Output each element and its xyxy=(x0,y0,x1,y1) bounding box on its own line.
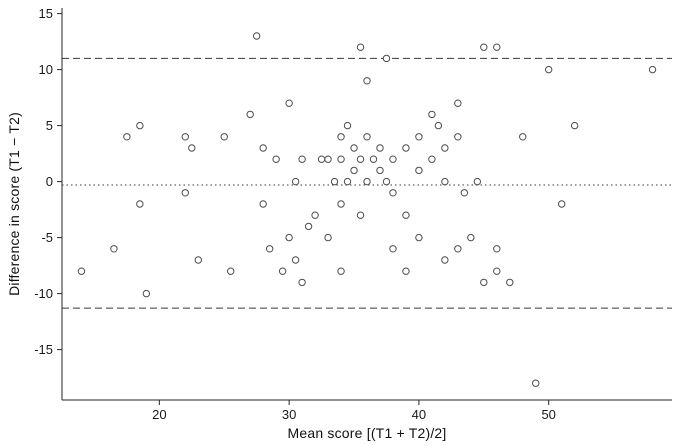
data-point xyxy=(252,32,261,40)
data-point xyxy=(467,233,475,242)
y-axis-label: Difference in score (T1 − T2) xyxy=(6,112,22,296)
y-tick-label: -15 xyxy=(34,342,53,357)
y-tick-label: -5 xyxy=(41,230,53,245)
data-point xyxy=(343,121,352,130)
data-point xyxy=(557,200,566,208)
data-point xyxy=(415,133,423,141)
data-point xyxy=(123,133,131,141)
data-point xyxy=(350,166,358,175)
data-point xyxy=(545,65,553,74)
data-point xyxy=(454,133,462,141)
data-point xyxy=(382,54,391,63)
data-point xyxy=(194,256,202,264)
data-point xyxy=(259,200,267,208)
x-tick-label: 20 xyxy=(152,407,166,422)
data-point xyxy=(441,177,449,186)
data-point xyxy=(317,155,326,163)
data-point xyxy=(415,166,423,175)
data-point xyxy=(376,144,384,152)
data-point xyxy=(311,211,319,219)
data-point xyxy=(272,155,280,163)
data-point xyxy=(402,144,410,152)
data-point xyxy=(402,267,410,275)
data-point xyxy=(532,379,540,387)
data-point xyxy=(246,110,254,119)
data-point xyxy=(188,144,196,152)
data-point xyxy=(337,133,345,141)
data-point xyxy=(77,267,86,275)
data-point xyxy=(330,177,339,186)
data-point xyxy=(376,166,384,175)
data-point xyxy=(324,233,332,242)
data-point xyxy=(389,189,397,197)
data-point xyxy=(142,289,151,298)
data-point xyxy=(356,155,365,163)
data-point xyxy=(428,155,436,163)
data-point xyxy=(136,200,144,208)
data-point xyxy=(285,99,293,107)
data-point xyxy=(337,200,345,208)
data-point xyxy=(337,267,345,275)
data-point xyxy=(473,177,482,186)
data-point xyxy=(265,245,274,253)
data-point xyxy=(519,133,527,141)
data-point xyxy=(356,211,365,219)
data-point xyxy=(480,43,488,51)
y-tick-label: 10 xyxy=(39,62,53,77)
data-point xyxy=(181,189,189,197)
data-point xyxy=(343,177,352,186)
data-point xyxy=(110,245,118,253)
data-point xyxy=(220,133,228,141)
data-point xyxy=(493,267,501,275)
data-point xyxy=(434,121,443,130)
data-point xyxy=(402,211,410,219)
data-point xyxy=(324,155,332,163)
data-point xyxy=(369,155,378,163)
data-point xyxy=(181,133,189,141)
data-point xyxy=(285,233,293,242)
data-point xyxy=(227,267,235,275)
data-point xyxy=(493,245,501,253)
data-point xyxy=(428,110,436,119)
data-point xyxy=(291,177,300,186)
data-point xyxy=(570,121,579,130)
data-point xyxy=(415,233,423,242)
data-point xyxy=(136,121,144,130)
y-tick-label: -10 xyxy=(34,286,53,301)
x-tick-label: 30 xyxy=(282,407,296,422)
x-tick-label: 40 xyxy=(412,407,426,422)
data-point xyxy=(460,189,469,197)
x-tick-label: 50 xyxy=(541,407,555,422)
data-point xyxy=(389,155,397,163)
x-axis-label: Mean score [(T1 + T2)/2] xyxy=(287,425,447,441)
data-point xyxy=(363,177,371,186)
data-point xyxy=(493,43,501,51)
y-tick-label: 15 xyxy=(39,6,53,21)
data-point xyxy=(298,278,306,287)
data-point xyxy=(278,267,287,275)
y-tick-label: 5 xyxy=(46,118,53,133)
data-point xyxy=(363,77,371,85)
data-point xyxy=(441,144,449,152)
data-point xyxy=(648,65,657,74)
data-point xyxy=(304,222,313,231)
y-tick-label: 0 xyxy=(46,174,53,189)
data-point xyxy=(382,177,391,186)
data-point xyxy=(454,99,462,107)
data-point xyxy=(389,245,397,253)
data-point xyxy=(350,144,358,152)
data-point xyxy=(337,155,345,163)
data-point xyxy=(259,144,267,152)
data-point xyxy=(441,256,449,264)
data-point xyxy=(298,155,306,163)
data-point xyxy=(480,278,488,287)
data-point xyxy=(506,278,514,287)
data-point xyxy=(356,43,365,51)
data-point xyxy=(291,256,300,264)
data-point xyxy=(363,133,371,141)
data-point xyxy=(454,245,462,253)
